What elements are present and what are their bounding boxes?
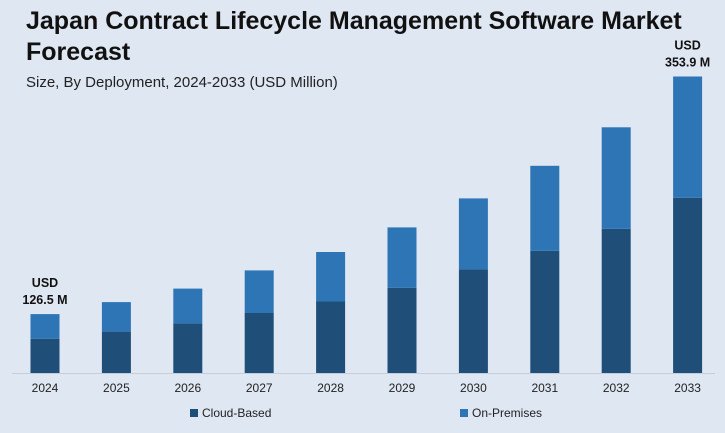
bar-cloud-based-2030: [458, 269, 488, 373]
x-tick-label-2032: 2032: [603, 381, 630, 395]
bar-on-premises-2028: [316, 252, 346, 302]
bar-on-premises-2029: [387, 227, 417, 288]
bar-cloud-based-2027: [244, 313, 274, 373]
annotation-value-2024: 126.5 M: [22, 293, 67, 307]
legend-label-on-premises: On-Premises: [472, 406, 543, 420]
bar-on-premises-2030: [458, 198, 488, 270]
legend-swatch-cloud-based: [190, 409, 198, 417]
x-tick-label-2029: 2029: [389, 381, 416, 395]
bar-on-premises-2031: [530, 165, 560, 251]
bar-on-premises-2026: [173, 288, 203, 324]
bar-on-premises-2024: [30, 314, 60, 339]
annotation-unit-2024: USD: [32, 276, 58, 290]
x-tick-label-2030: 2030: [460, 381, 487, 395]
bar-cloud-based-2032: [601, 228, 631, 373]
legend-item-cloud-based: Cloud-Based: [190, 406, 271, 420]
x-tick-label-2028: 2028: [317, 381, 344, 395]
bar-on-premises-2033: [673, 76, 703, 198]
bar-cloud-based-2024: [30, 338, 60, 373]
chart-title: Japan Contract Lifecycle Management Soft…: [26, 7, 682, 66]
bar-cloud-based-2026: [173, 323, 203, 373]
bar-on-premises-2025: [101, 302, 131, 332]
chart-subtitle: Size, By Deployment, 2024-2033 (USD Mill…: [26, 74, 338, 91]
legend-swatch-on-premises: [460, 409, 468, 417]
annotation-value-2033: 353.9 M: [665, 56, 710, 70]
legend: Cloud-Based On-Premises: [0, 406, 725, 426]
x-tick-label-2027: 2027: [246, 381, 273, 395]
annotation-unit-2033: USD: [674, 39, 700, 53]
x-tick-label-2033: 2033: [674, 381, 701, 395]
x-tick-label-2026: 2026: [174, 381, 201, 395]
bar-on-premises-2032: [601, 127, 631, 229]
bar-cloud-based-2031: [530, 250, 560, 373]
x-tick-label-2024: 2024: [32, 381, 59, 395]
x-tick-label-2025: 2025: [103, 381, 130, 395]
legend-item-on-premises: On-Premises: [460, 406, 542, 420]
x-tick-label-2031: 2031: [531, 381, 558, 395]
bar-on-premises-2027: [244, 270, 274, 313]
bar-cloud-based-2028: [316, 301, 346, 373]
bar-cloud-based-2033: [673, 197, 703, 373]
bar-cloud-based-2025: [101, 331, 131, 373]
legend-label-cloud-based: Cloud-Based: [202, 406, 272, 420]
bar-cloud-based-2029: [387, 287, 417, 373]
